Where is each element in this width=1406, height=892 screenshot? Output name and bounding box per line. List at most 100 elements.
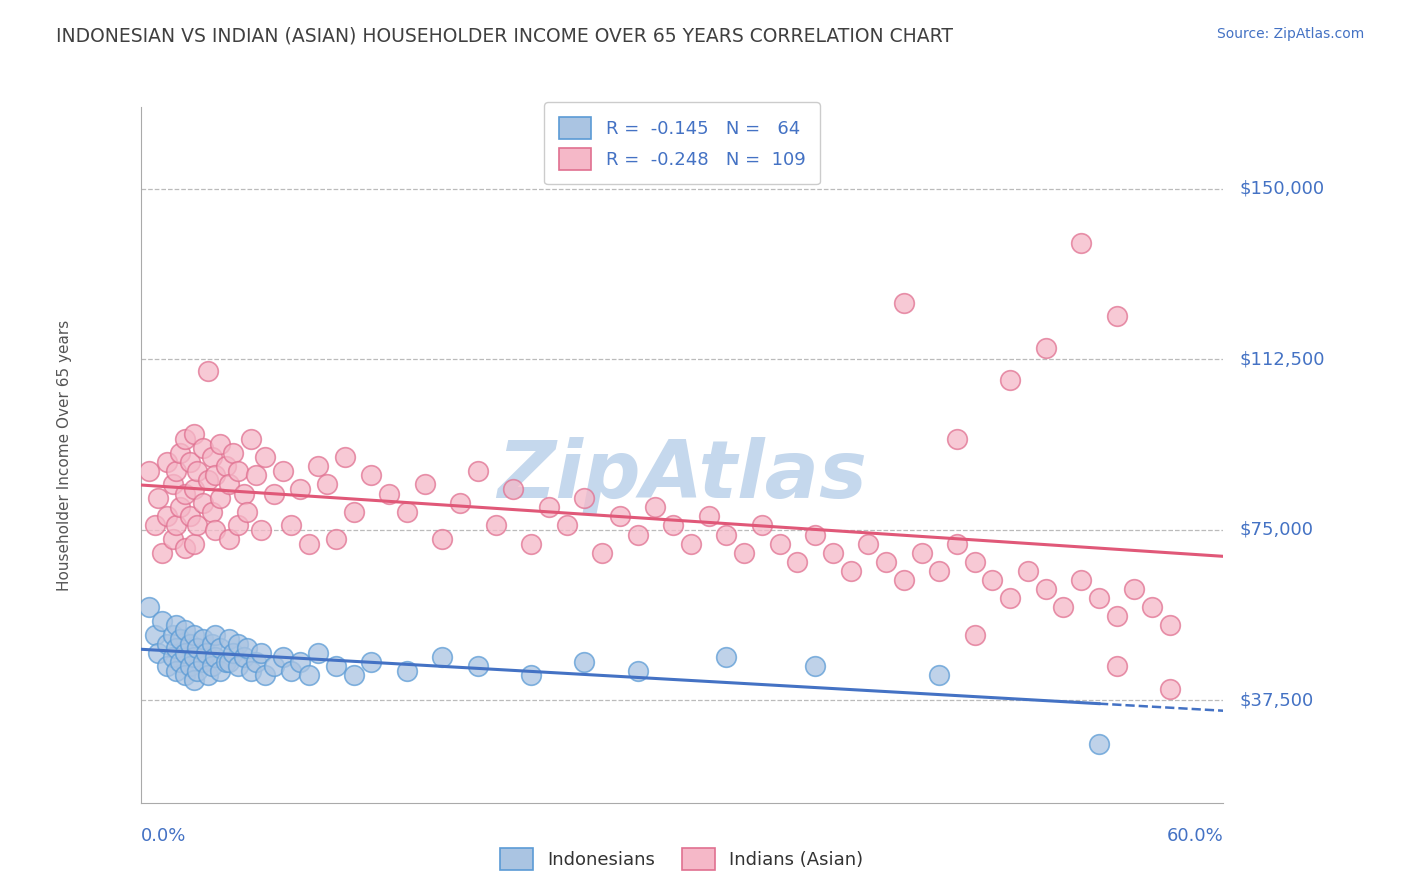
Point — [183, 427, 205, 442]
Point — [263, 659, 285, 673]
Point — [1017, 564, 1039, 578]
Point — [156, 637, 179, 651]
Point — [360, 655, 382, 669]
Point — [644, 500, 666, 515]
Point — [1105, 609, 1128, 624]
Point — [191, 632, 214, 646]
Point — [215, 655, 238, 669]
Point — [226, 464, 249, 478]
Point — [928, 668, 950, 682]
Point — [245, 468, 267, 483]
Point — [232, 650, 254, 665]
Point — [307, 646, 329, 660]
Point — [1159, 618, 1181, 632]
Point — [679, 536, 702, 550]
Point — [183, 482, 205, 496]
Point — [768, 536, 790, 550]
Point — [138, 464, 160, 478]
Point — [804, 659, 827, 673]
Point — [1142, 600, 1164, 615]
Point — [179, 509, 201, 524]
Point — [174, 432, 197, 446]
Point — [290, 655, 312, 669]
Point — [316, 477, 339, 491]
Point — [520, 668, 543, 682]
Point — [179, 637, 201, 651]
Point — [1070, 573, 1092, 587]
Text: 0.0%: 0.0% — [141, 827, 186, 845]
Text: Source: ZipAtlas.com: Source: ZipAtlas.com — [1216, 27, 1364, 41]
Point — [169, 500, 191, 515]
Point — [236, 641, 259, 656]
Point — [333, 450, 356, 465]
Point — [432, 532, 454, 546]
Text: $150,000: $150,000 — [1240, 180, 1324, 198]
Point — [342, 505, 364, 519]
Point — [200, 637, 222, 651]
Text: 60.0%: 60.0% — [1167, 827, 1223, 845]
Point — [360, 468, 382, 483]
Point — [821, 546, 844, 560]
Point — [218, 655, 240, 669]
Point — [148, 646, 170, 660]
Point — [191, 441, 214, 455]
Point — [222, 445, 245, 459]
Point — [162, 477, 184, 491]
Point — [253, 668, 276, 682]
Point — [218, 532, 240, 546]
Point — [1088, 737, 1111, 751]
Point — [174, 623, 197, 637]
Point — [236, 505, 259, 519]
Point — [858, 536, 880, 550]
Point — [200, 659, 222, 673]
Point — [574, 491, 596, 505]
Point — [215, 459, 238, 474]
Point — [232, 486, 254, 500]
Point — [253, 450, 276, 465]
Point — [1035, 582, 1057, 596]
Point — [162, 627, 184, 641]
Point — [209, 491, 232, 505]
Point — [697, 509, 720, 524]
Point — [609, 509, 631, 524]
Point — [875, 555, 897, 569]
Point — [138, 600, 160, 615]
Point — [342, 668, 364, 682]
Point — [271, 464, 294, 478]
Point — [1105, 310, 1128, 324]
Point — [183, 673, 205, 687]
Point — [195, 646, 218, 660]
Point — [174, 486, 197, 500]
Point — [910, 546, 932, 560]
Point — [245, 655, 267, 669]
Point — [893, 573, 915, 587]
Point — [218, 632, 240, 646]
Point — [626, 527, 648, 541]
Point — [197, 668, 219, 682]
Point — [200, 505, 222, 519]
Point — [839, 564, 862, 578]
Point — [928, 564, 950, 578]
Point — [280, 518, 302, 533]
Point — [555, 518, 578, 533]
Point — [226, 659, 249, 673]
Point — [200, 450, 222, 465]
Point — [298, 668, 321, 682]
Point — [162, 650, 184, 665]
Point — [502, 482, 524, 496]
Point — [893, 295, 915, 310]
Point — [148, 491, 170, 505]
Point — [307, 459, 329, 474]
Point — [174, 646, 197, 660]
Point — [1070, 236, 1092, 251]
Point — [209, 641, 232, 656]
Point — [1123, 582, 1146, 596]
Point — [432, 650, 454, 665]
Point — [250, 523, 273, 537]
Point — [981, 573, 1004, 587]
Point — [263, 486, 285, 500]
Point — [1035, 341, 1057, 355]
Point — [165, 618, 187, 632]
Point — [946, 432, 969, 446]
Point — [574, 655, 596, 669]
